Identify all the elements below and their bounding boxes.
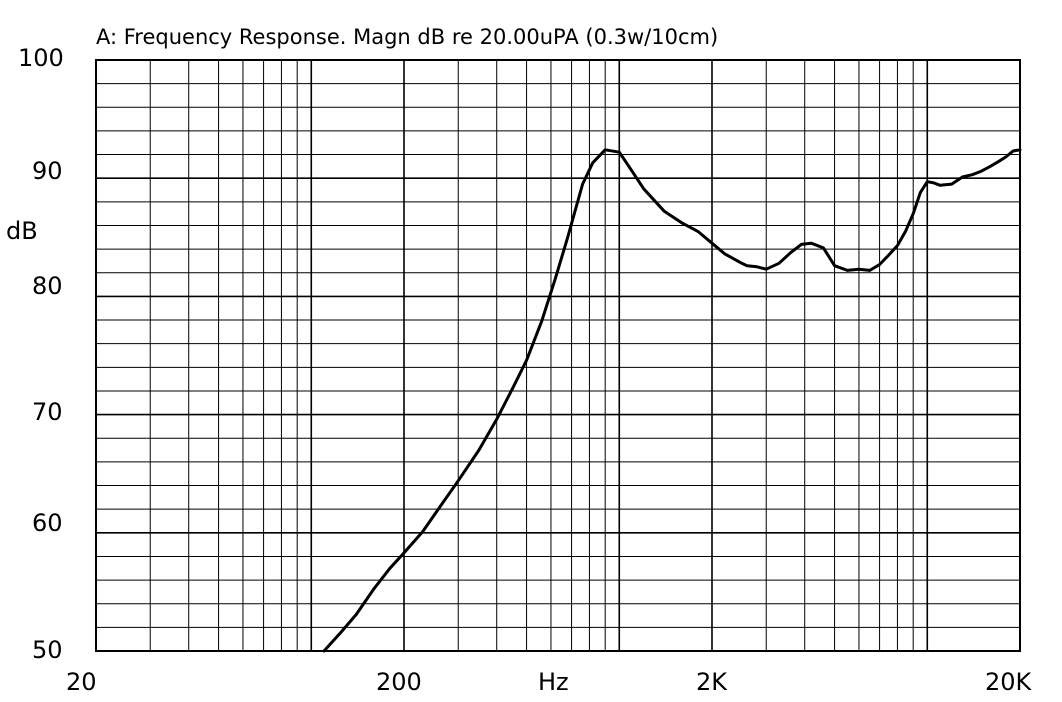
y-tick-label: 70 <box>32 398 63 426</box>
y-tick-label: 100 <box>18 44 64 72</box>
y-tick-label: 50 <box>32 636 63 664</box>
plot-border <box>95 59 1021 652</box>
x-tick-label: 200 <box>376 668 422 696</box>
minor-vertical-gridlines <box>95 60 1021 651</box>
y-tick-label: 90 <box>32 157 63 185</box>
y-axis-label: dB <box>6 217 38 245</box>
series-line-frequency-response <box>322 148 1022 653</box>
x-tick-label: 20 <box>66 668 97 696</box>
x-tick-label: 20K <box>985 668 1033 696</box>
chart-title: A: Frequency Response. Magn dB re 20.00u… <box>96 25 718 49</box>
minor-horizontal-gridlines <box>96 83 1020 628</box>
x-axis-label: Hz <box>538 668 569 696</box>
y-tick-label: 80 <box>32 272 63 300</box>
major-gridlines <box>95 59 1021 652</box>
y-tick-label: 60 <box>32 509 63 537</box>
x-tick-label: 2K <box>696 668 728 696</box>
